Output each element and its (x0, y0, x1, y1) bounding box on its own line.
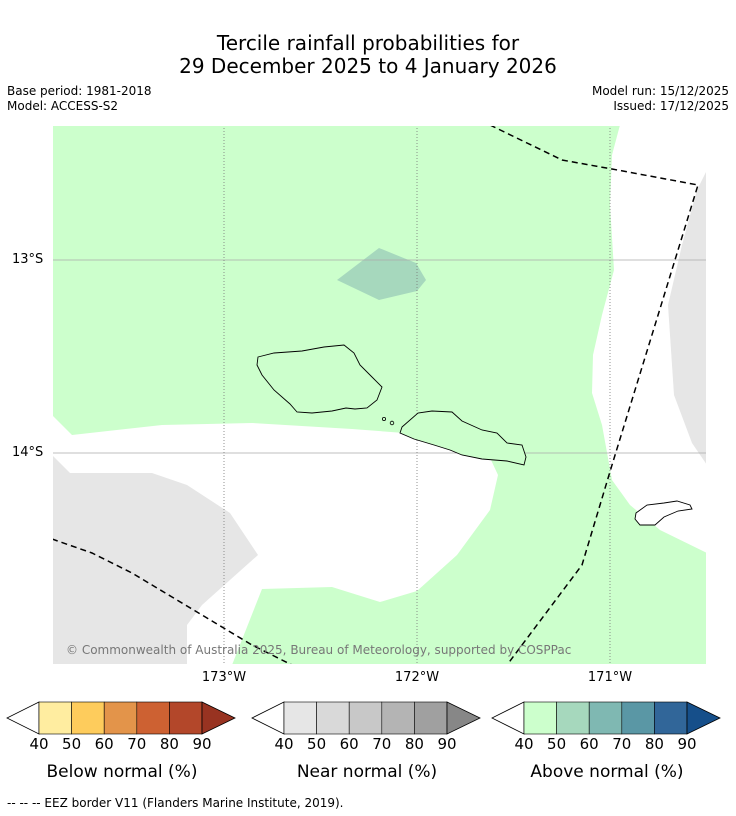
colorbar-above-tick: 50 (547, 735, 567, 753)
colorbar-above-normal (491, 701, 721, 735)
map-panel: © Commonwealth of Australia 2025, Bureau… (52, 125, 707, 665)
colorbar-near-segment (348, 701, 383, 735)
model-run: Model run: 15/12/2025 (591, 84, 729, 98)
colorbar-near-arrow-high (446, 701, 481, 735)
colorbar-above-arrow-low (491, 701, 525, 735)
map-title-line1: Tercile rainfall probabilities for (216, 31, 520, 55)
colorbar-above-segment (556, 701, 590, 735)
lon-label-171w: 171°W (587, 670, 633, 685)
colorbar-above-tick: 80 (644, 735, 664, 753)
map-copyright: © Commonwealth of Australia 2025, Bureau… (66, 643, 571, 657)
island-apolima (389, 420, 395, 426)
base-period: Base period: 1981-2018 (7, 84, 152, 98)
colorbar-below-segment (169, 701, 203, 735)
colorbar-below-normal (6, 701, 236, 735)
model-name: Model: ACCESS-S2 (7, 99, 119, 113)
colorbar-label-below: Below normal (%) (46, 762, 198, 782)
colorbar-above-tick: 70 (612, 735, 632, 753)
colorbar-near-tick: 90 (437, 735, 457, 753)
near-normal-region-southwest (52, 455, 258, 665)
colorbar-near-segment (316, 701, 350, 735)
colorbar-below-arrow-low (6, 701, 40, 735)
lon-label-173w: 173°W (201, 670, 247, 685)
colorbar-below-tick: 50 (62, 735, 82, 753)
colorbar-near-arrow-low (251, 701, 285, 735)
colorbar-below-tick: 60 (94, 735, 114, 753)
lat-label-13s: 13°S (12, 252, 44, 267)
map-title-line2: 29 December 2025 to 4 January 2026 (179, 54, 557, 78)
colorbar-below-tick: 70 (127, 735, 147, 753)
eez-border-east (489, 125, 699, 665)
colorbar-above-segment (654, 701, 688, 735)
colorbar-below-tick: 40 (29, 735, 49, 753)
colorbar-below-segment (103, 701, 138, 735)
colorbar-below-segment (71, 701, 105, 735)
colorbar-near-tick: 70 (372, 735, 392, 753)
colorbar-above-tick: 60 (579, 735, 599, 753)
meta-right: Model run: 15/12/2025 Issued: 17/12/2025 (592, 84, 729, 114)
colorbar-near-segment (381, 701, 415, 735)
colorbar-label-near: Near normal (%) (296, 762, 438, 782)
colorbar-above-segment (621, 701, 655, 735)
colorbar-below-tick: 90 (192, 735, 212, 753)
eez-border-southwest (52, 538, 293, 665)
meta-left: Base period: 1981-2018 Model: ACCESS-S2 (7, 84, 152, 114)
colorbar-above-segment (523, 701, 557, 735)
colorbar-above-arrow-high (686, 701, 721, 735)
colorbar-near-tick: 60 (339, 735, 359, 753)
island-upolu (399, 410, 527, 466)
colorbar-below-segment (38, 701, 72, 735)
colorbar-above-segment (588, 701, 623, 735)
lat-label-14s: 14°S (12, 445, 44, 460)
colorbar-near-segment (283, 701, 317, 735)
island-savaii (256, 344, 383, 414)
colorbar-label-above: Above normal (%) (530, 762, 684, 782)
lon-label-172w: 172°W (394, 670, 440, 685)
issued-date: Issued: 17/12/2025 (613, 99, 729, 113)
colorbar-below-segment (136, 701, 170, 735)
colorbar-below-tick: 80 (159, 735, 179, 753)
colorbar-below-arrow-high (201, 701, 236, 735)
above-normal-50-60-region (337, 248, 426, 300)
island-manono (381, 416, 386, 421)
near-normal-region-east (668, 170, 707, 465)
colorbar-above-tick: 40 (514, 735, 534, 753)
colorbar-near-segment (414, 701, 448, 735)
eez-footnote: -- -- -- EEZ border V11 (Flanders Marine… (7, 796, 344, 810)
island-tutuila (634, 500, 693, 526)
colorbar-near-tick: 80 (404, 735, 424, 753)
colorbar-above-tick: 90 (677, 735, 697, 753)
colorbar-near-normal (251, 701, 481, 735)
colorbar-near-tick: 40 (274, 735, 294, 753)
colorbar-near-tick: 50 (307, 735, 327, 753)
map-frame (52, 125, 707, 665)
